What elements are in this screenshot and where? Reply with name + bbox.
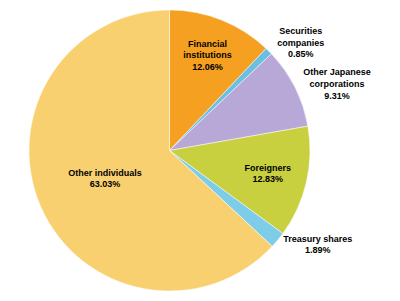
svg-text:Other Japanesecorporations9.31: Other Japanesecorporations9.31% bbox=[303, 67, 371, 100]
svg-text:Foreigners12.83%: Foreigners12.83% bbox=[245, 163, 292, 185]
svg-text:Treasury shares1.89%: Treasury shares1.89% bbox=[283, 234, 352, 256]
svg-text:Other individuals63.03%: Other individuals63.03% bbox=[68, 168, 142, 190]
svg-text:Financialinstitutions12.06%: Financialinstitutions12.06% bbox=[183, 39, 232, 72]
svg-text:Securitiescompanies0.85%: Securitiescompanies0.85% bbox=[277, 26, 324, 59]
